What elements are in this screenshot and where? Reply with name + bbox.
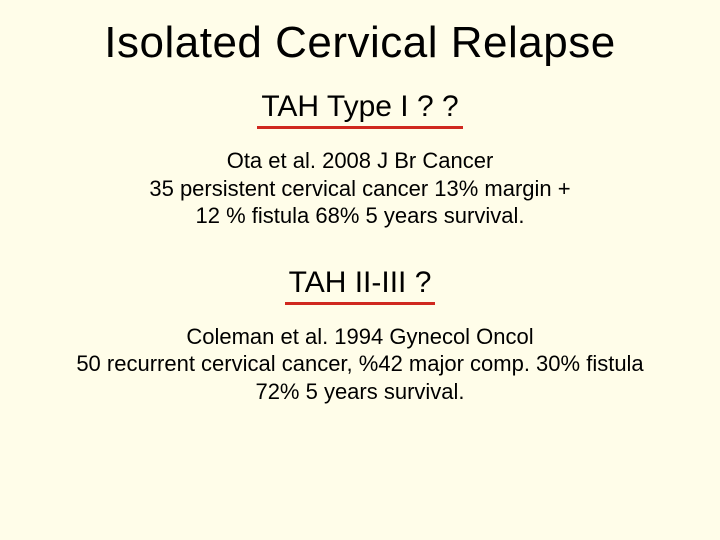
section-2-heading: TAH II-III ? (285, 266, 436, 305)
slide-title: Isolated Cervical Relapse (0, 18, 720, 68)
section-1-line-2: 35 persistent cervical cancer 13% margin… (149, 176, 570, 201)
section-1-line-3: 12 % fistula 68% 5 years survival. (196, 203, 525, 228)
section-2-line-3: 72% 5 years survival. (255, 379, 464, 404)
section-1-body: Ota et al. 2008 J Br Cancer 35 persisten… (10, 147, 710, 230)
section-2-body: Coleman et al. 1994 Gynecol Oncol 50 rec… (10, 323, 710, 406)
section-2-line-1: Coleman et al. 1994 Gynecol Oncol (186, 324, 533, 349)
section-1-line-1: Ota et al. 2008 J Br Cancer (227, 148, 494, 173)
section-1-heading: TAH Type I ? ? (257, 90, 462, 129)
section-2: TAH II-III ? Coleman et al. 1994 Gynecol… (0, 266, 720, 406)
section-1: TAH Type I ? ? Ota et al. 2008 J Br Canc… (0, 90, 720, 230)
section-2-line-2: 50 recurrent cervical cancer, %42 major … (76, 351, 643, 376)
slide: Isolated Cervical Relapse TAH Type I ? ?… (0, 0, 720, 540)
